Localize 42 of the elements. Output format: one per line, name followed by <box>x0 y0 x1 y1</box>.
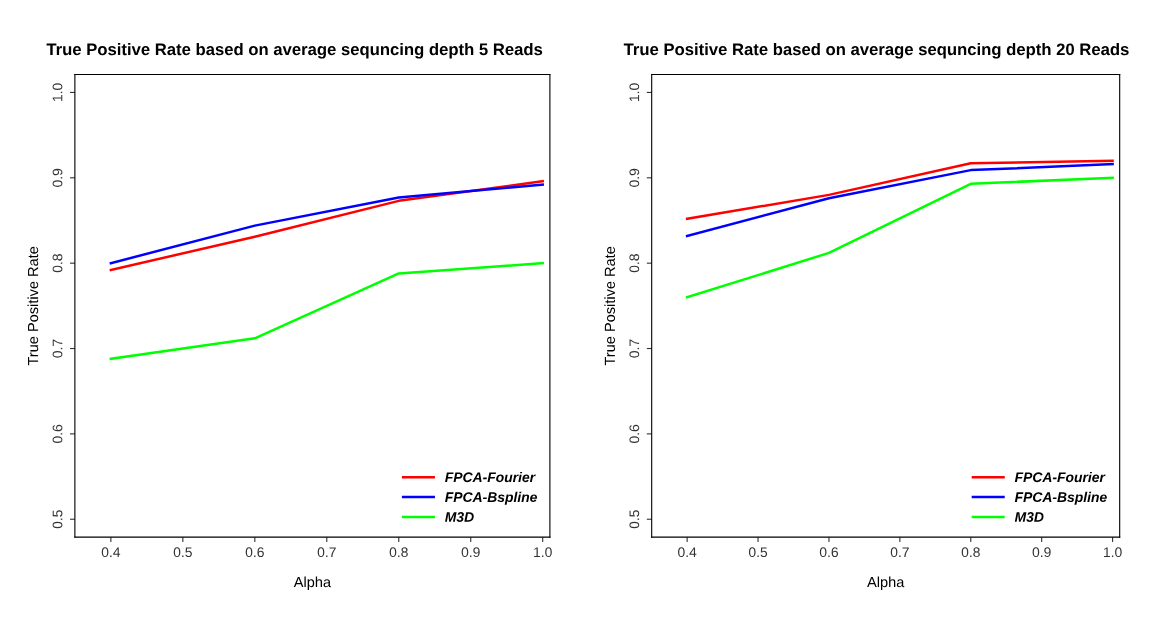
y-tick-label: 1.0 <box>52 83 63 102</box>
x-axis-title: Alpha <box>293 576 332 591</box>
chart-title: True Positive Rate based on average sequncing depth 20 Reads <box>623 43 1129 59</box>
legend-label: M3D <box>1014 512 1044 522</box>
legend-label: FPCA-Bspline <box>445 491 538 505</box>
x-tick-label: 0.7 <box>890 547 909 558</box>
line-series <box>685 176 1114 299</box>
y-tick-label: 0.9 <box>629 168 640 187</box>
y-tick-label: 0.8 <box>52 254 63 273</box>
y-tick-label: 0.6 <box>52 424 63 443</box>
legend-label: FPCA-Fourier <box>1014 471 1106 483</box>
x-tick-label: 0.8 <box>961 547 980 558</box>
x-tick-label: 0.6 <box>245 547 264 558</box>
x-tick-label: 0.5 <box>173 547 192 558</box>
x-axis-title: Alpha <box>867 576 905 591</box>
x-tick-label: 0.7 <box>317 547 336 558</box>
y-tick-label: 0.6 <box>629 424 640 443</box>
y-tick-label: 0.5 <box>629 510 640 529</box>
x-tick-label: 0.9 <box>1032 547 1051 558</box>
legend-label: M3D <box>445 512 474 522</box>
y-tick-label: 0.9 <box>52 168 63 187</box>
x-tick-label: 0.5 <box>748 547 768 558</box>
line-series <box>109 261 544 361</box>
x-tick-label: 0.6 <box>819 547 839 558</box>
line-series <box>685 162 1114 238</box>
chart-title: True Positive Rate based on average sequncing depth 5 Reads <box>46 43 543 59</box>
y-axis-title: True Positive Rate <box>604 246 616 366</box>
x-tick-label: 0.4 <box>101 547 121 558</box>
x-tick-label: 1.0 <box>534 547 552 558</box>
legend-label: FPCA-Bspline <box>1014 491 1107 505</box>
y-tick-label: 1.0 <box>629 83 640 102</box>
y-tick-label: 0.7 <box>52 339 63 358</box>
y-tick-label: 0.8 <box>629 254 640 273</box>
x-tick-label: 1.0 <box>1104 547 1122 558</box>
y-tick-label: 0.7 <box>629 339 640 358</box>
y-tick-label: 0.5 <box>52 510 63 529</box>
line-series <box>685 159 1114 221</box>
x-tick-label: 0.4 <box>678 547 697 558</box>
legend-label: FPCA-Fourier <box>445 471 536 483</box>
y-axis-title: True Positive Rate <box>27 246 39 366</box>
x-tick-label: 0.8 <box>389 547 408 558</box>
x-tick-label: 0.9 <box>461 547 480 558</box>
